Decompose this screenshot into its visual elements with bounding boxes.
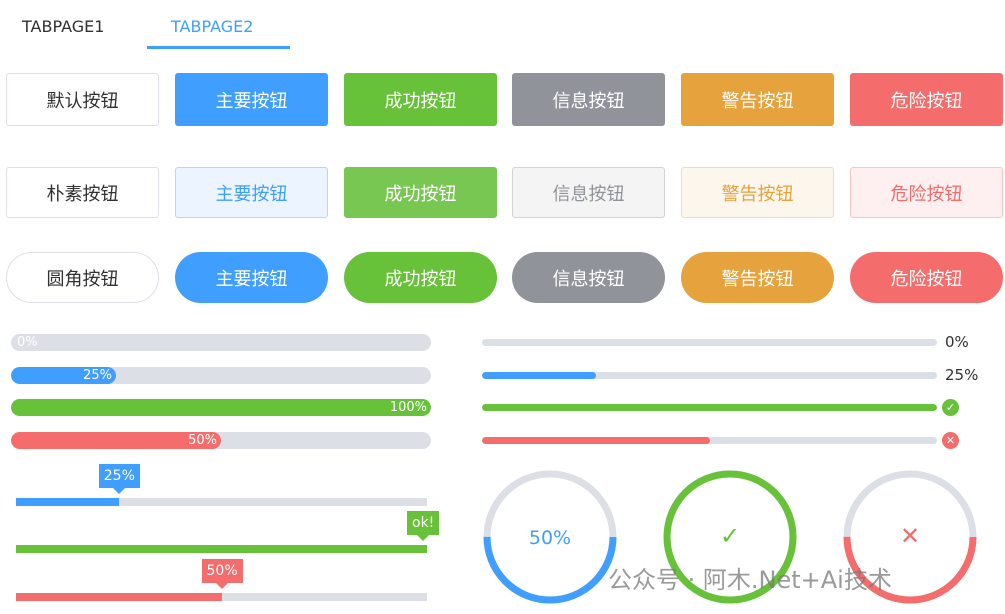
round-warning-button[interactable]: 警告按钮 <box>681 252 834 303</box>
circle-progress: ✓ <box>663 470 797 604</box>
circle-progress: ✕ <box>843 470 977 604</box>
tooltip-progress-bar <box>16 498 427 506</box>
plain-warning-button[interactable]: 警告按钮 <box>681 167 834 218</box>
progress-tooltip: ok! <box>407 511 440 541</box>
tab-tabpage2[interactable]: TABPAGE2 <box>171 17 254 36</box>
round-danger-button[interactable]: 危险按钮 <box>850 252 1003 303</box>
round-success-button[interactable]: 成功按钮 <box>344 252 497 303</box>
inner-progress-bar: 50% <box>11 432 431 449</box>
round-default-button[interactable]: 圆角按钮 <box>6 252 159 303</box>
round-info-button[interactable]: 信息按钮 <box>512 252 665 303</box>
default-info-button[interactable]: 信息按钮 <box>512 73 665 126</box>
inner-progress-bar: 0% <box>11 334 431 351</box>
watermark: 公众号 · 阿木.Net+Ai技术 <box>608 566 892 594</box>
default-danger-button[interactable]: 危险按钮 <box>850 73 1003 126</box>
active-tab-indicator <box>147 46 290 49</box>
progress-fill <box>482 437 710 444</box>
inner-progress-bar: 25% <box>11 367 431 384</box>
inner-progress-bar: 100% <box>11 399 431 416</box>
progress-label: 0% <box>945 333 969 351</box>
default-primary-button[interactable]: 主要按钮 <box>175 73 328 126</box>
progress-fill: 0% <box>11 334 431 351</box>
round-primary-button[interactable]: 主要按钮 <box>175 252 328 303</box>
progress-tooltip: 50% <box>201 559 243 589</box>
plain-primary-button[interactable]: 主要按钮 <box>175 167 328 218</box>
circle-fill <box>843 470 977 604</box>
progress-fill <box>482 372 596 379</box>
progress-tooltip: 25% <box>98 464 140 494</box>
default-success-button[interactable]: 成功按钮 <box>344 73 497 126</box>
progress-text: 0% <box>17 335 38 350</box>
tooltip-progress-bar <box>16 593 427 601</box>
circle-text: 50% <box>529 527 571 549</box>
tooltip-progress-bar <box>16 545 427 553</box>
check-circle-icon: ✓ <box>942 399 959 416</box>
circle-text: ✕ <box>900 522 920 550</box>
default-default-button[interactable]: 默认按钮 <box>6 73 159 126</box>
circle-progress: 50% <box>483 470 617 604</box>
line-progress-bar <box>482 404 937 411</box>
circle-text: ✓ <box>720 522 740 550</box>
progress-fill <box>16 498 119 506</box>
progress-text: 100% <box>389 400 427 415</box>
progress-fill <box>16 593 222 601</box>
progress-fill: 100% <box>11 399 431 416</box>
plain-default-button[interactable]: 朴素按钮 <box>6 167 159 218</box>
progress-fill: 50% <box>11 432 221 449</box>
progress-text: 25% <box>83 368 112 383</box>
progress-text: 50% <box>188 433 217 448</box>
progress-label: 25% <box>945 366 979 384</box>
progress-fill: 25% <box>11 367 116 384</box>
line-progress-bar <box>482 339 937 346</box>
plain-info-button[interactable]: 信息按钮 <box>512 167 665 218</box>
plain-success-button[interactable]: 成功按钮 <box>344 167 497 218</box>
plain-danger-button[interactable]: 危险按钮 <box>850 167 1003 218</box>
progress-fill <box>482 404 937 411</box>
tab-tabpage1[interactable]: TABPAGE1 <box>22 17 105 36</box>
circle-fill <box>663 470 797 604</box>
close-circle-icon: ✕ <box>942 432 959 449</box>
circle-fill <box>483 470 617 604</box>
progress-fill <box>16 545 427 553</box>
line-progress-bar <box>482 437 937 444</box>
default-warning-button[interactable]: 警告按钮 <box>681 73 834 126</box>
line-progress-bar <box>482 372 937 379</box>
